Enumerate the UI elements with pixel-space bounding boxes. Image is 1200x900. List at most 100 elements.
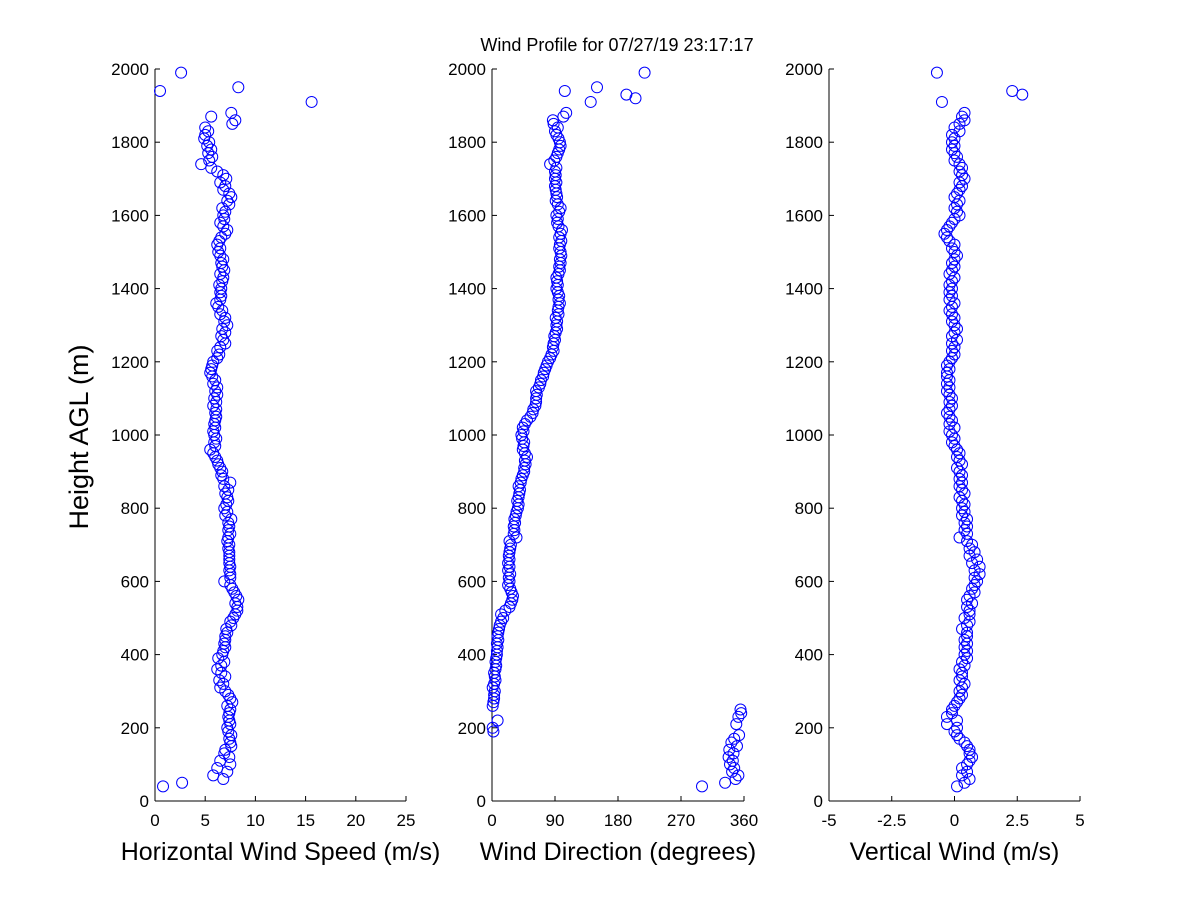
data-point: [584, 95, 597, 108]
data-point: [537, 370, 550, 383]
y-tick-label: 2000: [448, 60, 486, 79]
data-point: [945, 242, 958, 255]
data-point: [620, 88, 633, 101]
y-tick-label: 2000: [785, 60, 823, 79]
x-tick-label: 360: [730, 811, 758, 830]
y-tick-label: 1600: [785, 206, 823, 225]
data-point: [953, 480, 966, 493]
data-point: [521, 450, 533, 463]
data-point: [1006, 84, 1019, 97]
data-point: [211, 344, 224, 357]
data-point: [225, 513, 238, 526]
y-tick-label: 1400: [111, 280, 149, 299]
data-point: [530, 388, 543, 401]
data-point: [948, 725, 961, 738]
x-tick-label: 0: [150, 811, 159, 830]
x-tick-label: 10: [246, 811, 265, 830]
data-point: [963, 608, 976, 621]
data-point: [956, 110, 969, 123]
data-point: [961, 644, 974, 657]
data-point: [495, 608, 508, 621]
data-point: [732, 710, 745, 723]
data-point: [211, 381, 224, 394]
data-point: [218, 575, 231, 588]
data-point: [542, 355, 554, 368]
data-point: [221, 194, 234, 207]
data-point: [943, 293, 956, 306]
y-axis-label: Height AGL (m): [64, 344, 94, 529]
y-tick-label: 0: [814, 792, 823, 811]
y-tick-label: 600: [795, 572, 823, 591]
data-point: [503, 535, 516, 548]
data-point: [517, 425, 530, 438]
data-point: [547, 117, 560, 130]
data-point: [207, 355, 220, 368]
data-point: [948, 154, 961, 167]
data-point: [961, 535, 974, 548]
data-point: [726, 754, 739, 767]
data-point: [948, 260, 961, 273]
data-point: [549, 311, 562, 324]
data-point: [956, 476, 969, 489]
data-point: [951, 450, 964, 463]
data-point: [943, 418, 956, 431]
data-point: [638, 66, 651, 79]
data-point: [943, 363, 956, 376]
data-point: [730, 718, 743, 731]
panel-1: 0 200 400 600 800 1000 1200 1400 1600 1800 2000 0 5 1…: [111, 60, 440, 866]
x-axis-label: Vertical Wind (m/s): [850, 838, 1060, 866]
data-point: [534, 377, 547, 390]
data-point: [945, 143, 958, 156]
data-point: [550, 271, 563, 284]
data-point: [211, 165, 224, 178]
data-point: [971, 575, 984, 588]
y-tick-label: 1600: [448, 206, 486, 225]
data-point: [961, 520, 974, 533]
data-point: [945, 399, 958, 412]
data-point: [948, 439, 961, 452]
panel-2: 0 200 400 600 800 1000 1200 1400 1600 1800 2000 0 90…: [448, 60, 758, 866]
data-point: [558, 84, 571, 97]
data-point: [232, 81, 245, 94]
x-axis-label: Horizontal Wind Speed (m/s): [121, 838, 441, 866]
data-point: [221, 224, 234, 237]
data-point: [728, 762, 741, 775]
data-point: [953, 692, 966, 705]
data-point: [945, 308, 958, 321]
data-point: [948, 348, 961, 361]
data-point: [945, 136, 958, 149]
x-tick-label: 270: [667, 811, 695, 830]
data-point: [953, 183, 966, 196]
data-point: [956, 483, 969, 496]
data-point: [516, 421, 529, 434]
data-point: [945, 707, 958, 720]
data-point: [948, 341, 961, 354]
data-point: [591, 81, 603, 94]
data-point: [504, 542, 517, 555]
data-point: [963, 773, 976, 786]
data-point: [963, 604, 976, 617]
data-point: [948, 253, 961, 266]
data-point: [214, 681, 227, 694]
data-point: [945, 128, 958, 141]
x-tick-label: 25: [397, 811, 416, 830]
data-point: [943, 286, 956, 299]
data-point: [940, 366, 953, 379]
data-point: [546, 114, 559, 127]
data-point: [961, 652, 974, 665]
data-point: [945, 315, 958, 328]
data-point: [958, 114, 971, 127]
data-point: [945, 436, 958, 449]
data-point: [956, 169, 969, 182]
data-point: [219, 670, 232, 683]
y-tick-label: 400: [121, 646, 149, 665]
data-point: [943, 410, 956, 423]
data-point: [548, 154, 561, 167]
data-point: [948, 319, 961, 332]
data-point: [943, 403, 956, 416]
data-point: [549, 169, 562, 182]
data-point: [945, 264, 958, 277]
data-point: [948, 147, 961, 160]
data-point: [487, 725, 500, 738]
